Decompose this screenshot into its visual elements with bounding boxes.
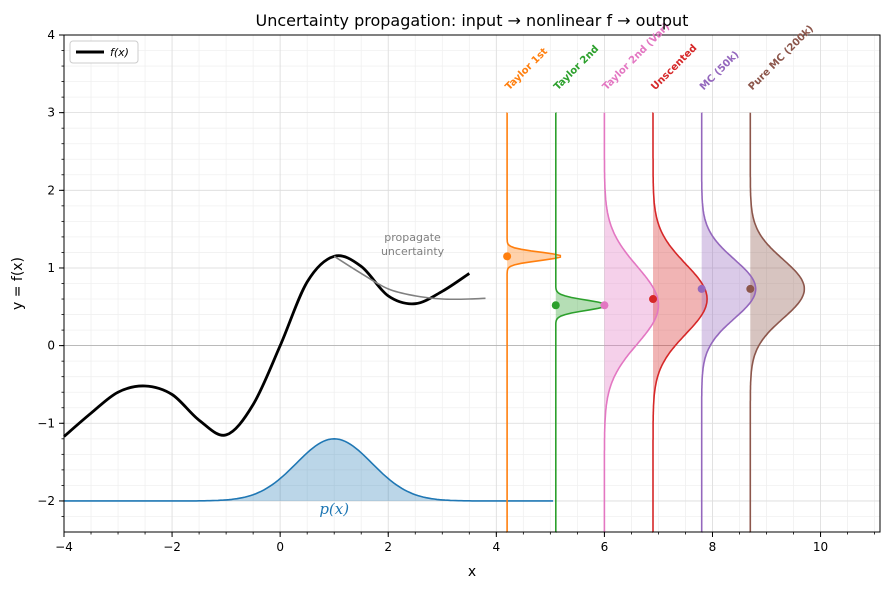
- legend-label-fx: f(x): [110, 46, 129, 59]
- function-curve: [63, 254, 471, 438]
- y-tick-label: 1: [47, 261, 55, 275]
- chart-title: Uncertainty propagation: input → nonline…: [256, 11, 689, 30]
- method-mean-point: [697, 284, 706, 293]
- x-tick-label: 2: [384, 540, 392, 554]
- x-tick-label: 0: [276, 540, 284, 554]
- mean-points: [503, 252, 755, 310]
- x-tick-label: 10: [813, 540, 828, 554]
- legend: f(x): [69, 40, 139, 64]
- method-mean-point: [551, 301, 560, 310]
- method-label: MC (50k): [698, 49, 741, 92]
- method-distribution-fill: [555, 112, 608, 532]
- method-distribution-curve: [652, 112, 708, 533]
- input-distribution-curve: [64, 437, 554, 502]
- method-distribution-curve: [603, 112, 660, 533]
- method-distribution-fill: [604, 112, 659, 532]
- y-tick-label: 3: [47, 106, 55, 120]
- method-distribution-fill: [750, 112, 805, 532]
- annotation-line1: propagate: [384, 231, 441, 244]
- method-distribution-curve: [554, 112, 609, 533]
- input-distribution-label: p(x): [319, 500, 349, 518]
- method-distribution-fill: [701, 112, 756, 532]
- y-tick-label: 0: [47, 339, 55, 353]
- y-tick-label: −1: [37, 416, 55, 430]
- method-label: Taylor 1st: [503, 46, 550, 93]
- method-distribution-curve: [700, 112, 757, 533]
- y-axis-label: y = f(x): [10, 257, 26, 310]
- method-distribution-curve: [749, 112, 806, 533]
- x-tick-label: −4: [55, 540, 73, 554]
- method-label: Taylor 2nd: [552, 44, 601, 93]
- x-axis-label: x: [468, 564, 476, 580]
- method-mean-point: [503, 252, 512, 261]
- method-distribution-fill: [653, 112, 708, 532]
- method-distribution-fill: [507, 112, 561, 532]
- method-label: Pure MC (200k): [747, 23, 816, 92]
- x-tick-label: −2: [163, 540, 181, 554]
- propagate-curve: [333, 255, 486, 301]
- input-distribution-fill: [64, 438, 554, 501]
- method-mean-point: [649, 295, 658, 304]
- y-tick-label: −2: [37, 494, 55, 508]
- y-tick-label: 2: [47, 183, 55, 197]
- axis-ticks: −4 −2 0 2 4 6 8 10 −2 −1 0 1 2 3 4: [37, 28, 875, 554]
- distribution-fills: [64, 112, 805, 532]
- grid: [63, 34, 880, 532]
- method-mean-point: [746, 284, 755, 293]
- y-tick-label: 4: [47, 28, 55, 42]
- x-tick-label: 8: [709, 540, 717, 554]
- annotation-line2: uncertainty: [381, 245, 445, 258]
- x-tick-label: 4: [492, 540, 500, 554]
- x-tick-label: 6: [601, 540, 609, 554]
- method-mean-point: [600, 301, 609, 310]
- curves: [63, 112, 806, 533]
- method-distribution-curve: [506, 112, 562, 533]
